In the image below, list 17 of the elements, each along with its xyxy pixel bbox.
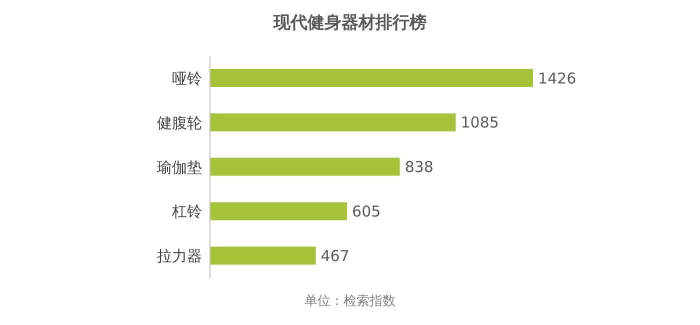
data-label: 1085 <box>460 114 499 132</box>
y-tick-label: 瑜伽垫 <box>157 158 202 176</box>
y-tick-label: 杠铃 <box>171 202 202 221</box>
bar <box>210 158 400 176</box>
data-label: 467 <box>320 246 350 265</box>
data-label: 605 <box>352 202 381 221</box>
text: 单位：检索指数 <box>304 294 396 309</box>
data-label: 838 <box>404 158 434 176</box>
chart-title: 现代健身器材排行榜 <box>272 12 428 35</box>
data-label: 1426 <box>538 69 576 88</box>
bar <box>210 69 533 87</box>
bar <box>210 202 348 220</box>
bar <box>210 246 316 265</box>
bar <box>210 113 456 132</box>
y-tick-label: 拉力器 <box>157 247 202 266</box>
y-tick-label: 哑铃 <box>172 70 202 88</box>
y-tick-label: 健腹轮 <box>157 114 202 132</box>
